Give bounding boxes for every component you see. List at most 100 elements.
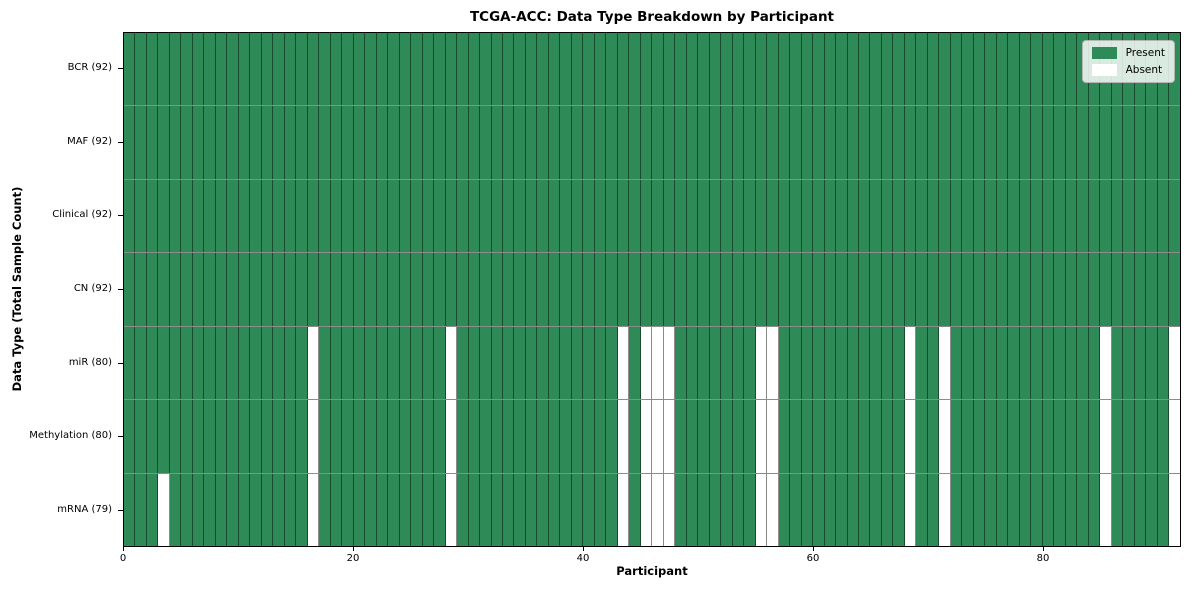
heatmap-cell-present [962, 473, 974, 546]
heatmap-cell-present [353, 253, 366, 326]
heatmap-cell-present [330, 326, 343, 400]
y-axis-ticks: BCR (92) MAF (92) Clinical (92) CN (92) miR … [0, 0, 123, 600]
heatmap-cell-present [192, 473, 205, 546]
heatmap-cell-present [146, 253, 159, 326]
heatmap-cell-present [445, 33, 458, 106]
heatmap-cell-present [1123, 106, 1135, 179]
heatmap-cell-absent [445, 326, 458, 400]
heatmap-cell-present [307, 33, 320, 106]
heatmap-cell-present [261, 179, 274, 253]
heatmap-cell-present [594, 400, 607, 473]
heatmap-cell-present [1054, 326, 1066, 400]
heatmap-cell-present [296, 106, 308, 179]
y-tick-mark [118, 436, 123, 438]
heatmap-cell-present [962, 179, 974, 253]
heatmap-cell-present [1134, 400, 1147, 473]
heatmap-cell-present [1077, 253, 1089, 326]
heatmap-cell-present [525, 473, 538, 546]
heatmap-cell-present [571, 400, 584, 473]
heatmap-cell-present [525, 326, 538, 400]
heatmap-cell-present [801, 106, 814, 179]
heatmap-cell-present [1031, 473, 1043, 546]
heatmap-cell-present [468, 106, 481, 179]
heatmap-cell-present [950, 326, 963, 400]
x-tick-label: 40 [576, 553, 590, 564]
heatmap-cell-present [1019, 106, 1032, 179]
heatmap-cell-present [124, 33, 136, 106]
heatmap-cell-present [1169, 106, 1180, 179]
heatmap-cell-present [146, 400, 159, 473]
heatmap-cell-present [778, 179, 791, 253]
x-tick-mark [123, 547, 124, 551]
heatmap-cell-present [124, 253, 136, 326]
heatmap-cell-present [836, 400, 848, 473]
heatmap-cell-present [238, 253, 251, 326]
heatmap-cell-present [721, 253, 733, 326]
heatmap-cell-present [319, 253, 331, 326]
heatmap-cell-present [284, 106, 297, 179]
heatmap-cell-present [411, 326, 423, 400]
heatmap-cell-present [468, 400, 481, 473]
heatmap-cell-present [790, 326, 802, 400]
heatmap-cell-present [514, 400, 526, 473]
heatmap-cell-present [480, 106, 492, 179]
heatmap-cell-present [1054, 253, 1066, 326]
heatmap-cell-present [388, 33, 400, 106]
heatmap-cell-present [973, 473, 986, 546]
heatmap-cell-present [744, 253, 756, 326]
heatmap-cell-present [950, 400, 963, 473]
heatmap-cell-present [399, 179, 412, 253]
heatmap-cell-absent [663, 326, 676, 400]
heatmap-cell-present [422, 179, 435, 253]
heatmap-cell-present [813, 400, 825, 473]
heatmap-cell-present [457, 326, 469, 400]
heatmap-cell-present [307, 179, 320, 253]
heatmap-cell-present [732, 326, 745, 400]
heatmap-cell-present [686, 326, 699, 400]
heatmap-cell-present [457, 179, 469, 253]
heatmap-cell-absent [652, 400, 664, 473]
heatmap-cell-present [1031, 400, 1043, 473]
heatmap-cell-present [1054, 179, 1066, 253]
heatmap-cell-present [1042, 179, 1055, 253]
heatmap-cell-present [135, 253, 147, 326]
heatmap-cell-present [560, 473, 572, 546]
heatmap-cell-present [491, 473, 503, 546]
heatmap-cell-present [813, 473, 825, 546]
heatmap-row [124, 33, 1180, 107]
heatmap-cell-present [709, 106, 722, 179]
heatmap-cell-present [1146, 326, 1158, 400]
heatmap-cell-present [491, 326, 503, 400]
heatmap-cell-present [399, 400, 412, 473]
heatmap-cell-present [755, 179, 768, 253]
heatmap-cell-present [388, 179, 400, 253]
heatmap-cell-present [434, 33, 446, 106]
heatmap-cell-present [996, 179, 1009, 253]
heatmap-cell-absent [939, 473, 951, 546]
heatmap-cell-present [801, 253, 814, 326]
heatmap-cell-present [192, 106, 205, 179]
heatmap-cell-absent [640, 400, 653, 473]
heatmap-cell-present [709, 400, 722, 473]
heatmap-cell-present [1088, 326, 1101, 400]
heatmap-cell-present [296, 33, 308, 106]
heatmap-cell-present [1008, 473, 1020, 546]
heatmap-cell-present [376, 473, 389, 546]
heatmap-cell-present [560, 179, 572, 253]
legend-label: Present [1125, 47, 1165, 59]
heatmap-cell-present [973, 326, 986, 400]
heatmap-cell-present [169, 400, 182, 473]
heatmap-cell-present [732, 33, 745, 106]
heatmap-cell-absent [1169, 473, 1180, 546]
heatmap-cell-present [652, 179, 664, 253]
heatmap-cell-present [261, 33, 274, 106]
heatmap-cell-present [261, 253, 274, 326]
heatmap-cell-present [996, 253, 1009, 326]
heatmap-cell-present [675, 33, 687, 106]
heatmap-cell-present [973, 33, 986, 106]
heatmap-cell-present [962, 253, 974, 326]
heatmap-cell-present [709, 473, 722, 546]
heatmap-cell-present [686, 33, 699, 106]
heatmap-cell-present [583, 253, 595, 326]
y-tick-label: CN (92) [73, 283, 112, 294]
